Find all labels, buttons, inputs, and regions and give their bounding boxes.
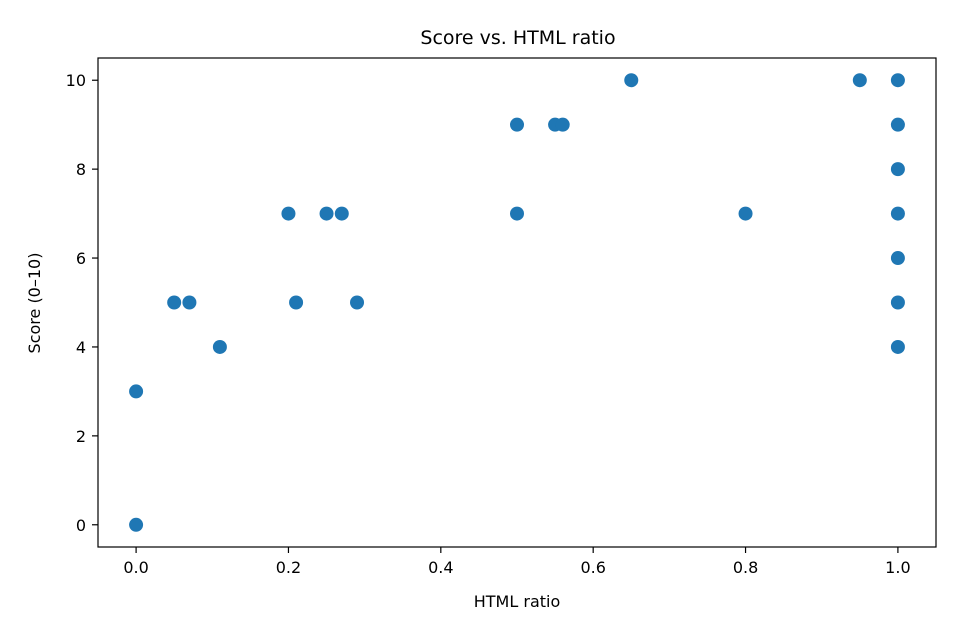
data-point	[890, 251, 905, 266]
data-point	[129, 517, 144, 532]
y-tick-label: 6	[76, 249, 86, 268]
data-point	[890, 73, 905, 88]
y-tick-label: 0	[76, 516, 86, 535]
data-point	[289, 295, 304, 310]
data-point	[738, 206, 753, 221]
data-point	[890, 117, 905, 132]
data-point	[890, 162, 905, 177]
data-point	[890, 339, 905, 354]
data-point	[182, 295, 197, 310]
y-tick-label: 10	[66, 71, 86, 90]
x-tick-label: 1.0	[885, 558, 910, 577]
data-point	[624, 73, 639, 88]
data-point	[890, 206, 905, 221]
y-tick-label: 2	[76, 427, 86, 446]
x-axis-label: HTML ratio	[474, 592, 561, 611]
x-tick-label: 0.4	[428, 558, 453, 577]
x-tick-label: 0.6	[580, 558, 605, 577]
data-point	[212, 339, 227, 354]
data-point	[129, 384, 144, 399]
y-axis-label: Score (0–10)	[25, 253, 44, 354]
data-point	[510, 206, 524, 221]
data-point	[890, 295, 905, 310]
y-tick-label: 8	[76, 160, 86, 179]
y-tick-label: 4	[76, 338, 86, 357]
data-point	[852, 73, 867, 88]
data-point	[555, 117, 570, 132]
data-point	[167, 295, 182, 310]
x-tick-label: 0.0	[123, 558, 148, 577]
plot-frame	[97, 57, 937, 548]
data-point	[334, 206, 349, 221]
data-point	[510, 117, 524, 132]
data-point	[281, 206, 296, 221]
data-point	[319, 206, 334, 221]
data-point	[350, 295, 365, 310]
plot-area: 0.0 0.2 0.4 0.6 0.8 1.0 0 2 4 6 8 10	[66, 57, 937, 577]
chart-title: Score vs. HTML ratio	[420, 27, 615, 49]
x-tick-label: 0.2	[276, 558, 301, 577]
x-tick-label: 0.8	[733, 558, 758, 577]
